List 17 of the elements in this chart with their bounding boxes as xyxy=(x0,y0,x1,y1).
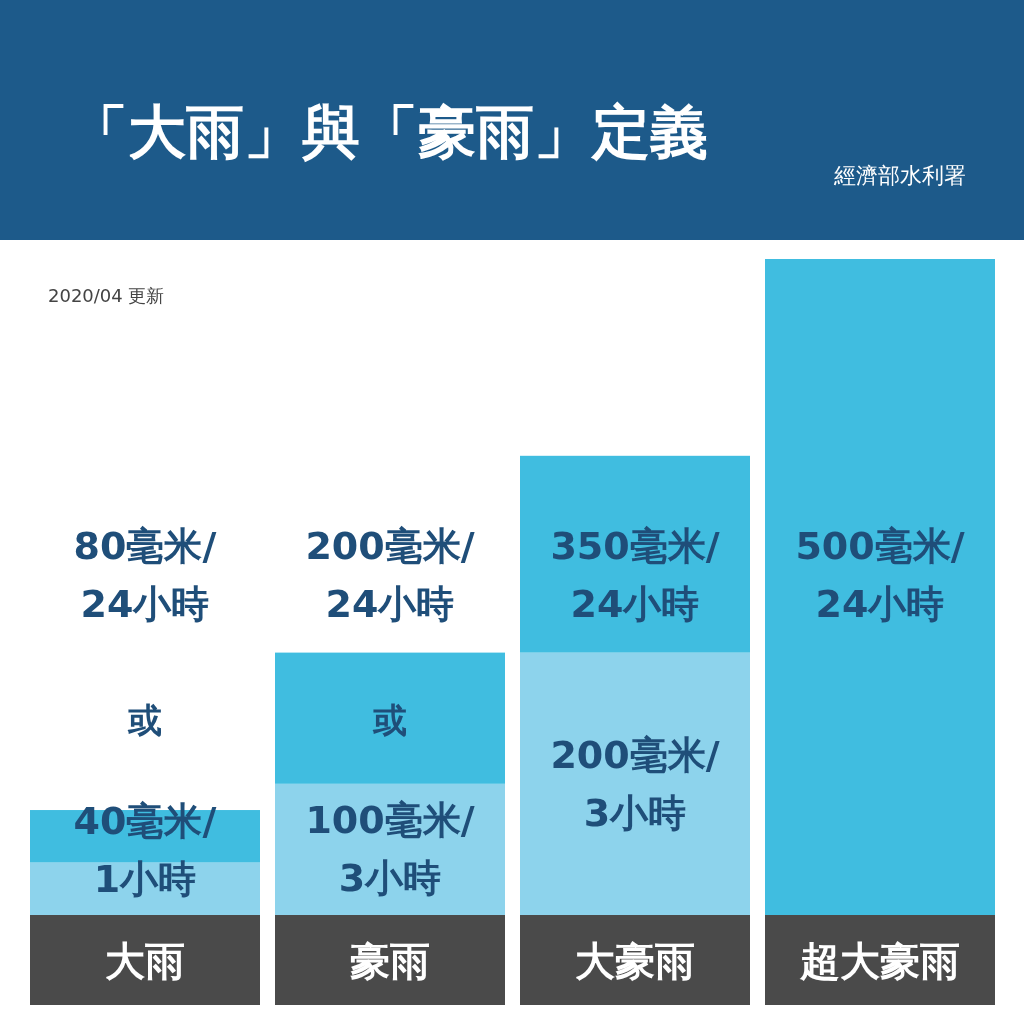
annotation: 500毫米/ 24小時 xyxy=(795,524,965,626)
data-label: 40毫米/ 1小時 xyxy=(73,799,217,901)
chart-title: 「大雨」與「豪雨」定義 xyxy=(70,98,708,166)
data-label: 100毫米/ 3小時 xyxy=(305,798,475,901)
x-tick-label: 超大豪雨 xyxy=(799,938,960,984)
annotation: 或 xyxy=(372,700,407,740)
annotation: 350毫米/ 24小時 xyxy=(550,524,720,626)
bar xyxy=(275,652,505,784)
x-tick-label: 大豪雨 xyxy=(575,938,695,984)
text: 經濟部水利署 xyxy=(833,162,966,188)
annotation: 或 xyxy=(127,700,162,740)
annotation: 200毫米/ 24小時 xyxy=(305,524,475,626)
text: 2020/04 更新 xyxy=(48,284,165,306)
x-tick-label: 豪雨 xyxy=(350,938,430,984)
data-label: 200毫米/ 3小時 xyxy=(550,732,720,835)
annotation: 80毫米/ 24小時 xyxy=(73,524,217,626)
x-tick-label: 大雨 xyxy=(105,938,185,984)
